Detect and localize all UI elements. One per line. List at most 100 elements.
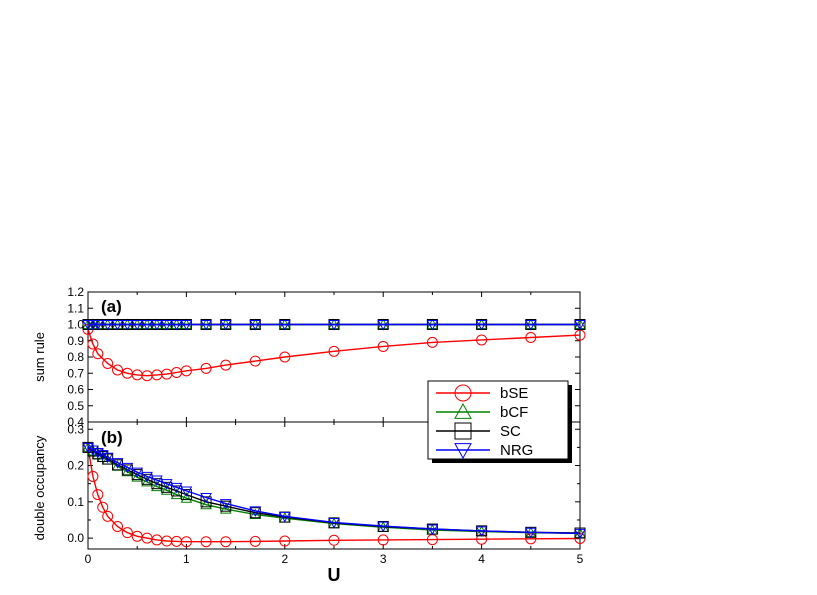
panel-b-point-bse — [525, 533, 537, 545]
panel-b-point-bse — [476, 533, 488, 545]
panel-b: (b) double occupancy 0.0 0.1 0.2 0.3 0 1 2 3 4 5… — [32, 421, 586, 585]
panel-b-point-bse — [121, 527, 133, 539]
panel-a-point-bse — [377, 340, 389, 352]
panel-b-ytick-label: 0.3 — [67, 422, 84, 436]
panel-b-point-nrg — [87, 445, 99, 456]
legend-marker — [454, 384, 472, 402]
legend-marker — [454, 422, 472, 440]
panel-b-point-bcf — [131, 471, 144, 482]
legend-marker — [454, 402, 472, 419]
panel-b-point-bcf — [160, 484, 173, 495]
panel-a-point-bse — [220, 359, 232, 371]
legend-entry-sc: SC — [436, 422, 521, 440]
panel-a-point-nrg — [111, 320, 124, 331]
panel-b-point-bcf — [249, 508, 262, 520]
panel-a-point-bse — [112, 364, 124, 376]
legend-box — [427, 380, 569, 460]
panel-b-point-nrg — [426, 524, 439, 536]
panel-b-point-nrg — [170, 482, 183, 494]
panel-b-point-nrg — [141, 471, 153, 483]
panel-a: (a) sum rule 0.4 0.5 0.6 0.7 0.8 0.9 1.0 1.1 1.2 — [32, 285, 586, 429]
panel-b-line-nrg — [87, 446, 581, 535]
panel-a-series-bse — [82, 323, 586, 382]
panel-b-point-nrg — [475, 526, 488, 537]
panel-b-point-bcf — [200, 498, 212, 510]
panel-b-point-nrg — [91, 447, 104, 459]
x-tick-label: 0 — [85, 552, 92, 566]
panel-a-point-nrg — [180, 320, 193, 331]
panel-a-point-nrg — [200, 320, 212, 331]
panel-a-point-bse — [102, 358, 114, 369]
panel-b-label: (b) — [101, 428, 123, 447]
panel-a-series-nrg — [82, 320, 586, 331]
panel-a-ytick-label: 1.1 — [67, 301, 84, 315]
panel-a-line-bse — [87, 329, 581, 377]
panel-b-point-sc — [220, 500, 232, 512]
panel-b-point-nrg — [180, 486, 193, 497]
panel-a-point-bse — [476, 334, 488, 346]
panel-a-ytick-label: 0.8 — [67, 350, 84, 364]
panel-a-point-nrg — [426, 320, 439, 331]
panel-b-point-nrg — [151, 475, 163, 487]
legend-label: bSE — [500, 385, 528, 402]
panel-a-y-ticks: 0.4 0.5 0.6 0.7 0.8 0.9 1.0 1.1 1.2 — [67, 285, 580, 429]
legend-label: bCF — [500, 404, 528, 421]
legend: bSE bCF SC NRG — [427, 380, 572, 463]
x-tick-label: 1 — [183, 552, 190, 566]
panel-b-point-bse — [97, 501, 109, 513]
panel-b-point-nrg — [278, 511, 291, 523]
panel-a-point-nrg — [219, 320, 232, 331]
panel-a-point-bse — [328, 345, 340, 357]
panel-b-point-nrg — [82, 442, 94, 454]
panel-b-ytick-label: 0.1 — [67, 495, 84, 509]
panel-b-series — [82, 441, 586, 548]
panel-b-point-nrg — [200, 492, 212, 504]
panel-b-point-bcf — [141, 475, 153, 487]
panel-b-point-nrg — [121, 462, 134, 474]
panel-b-point-nrg — [574, 528, 586, 540]
panel-b-point-nrg — [96, 450, 109, 461]
panel-b-point-bse — [377, 534, 389, 546]
panel-a-ytick-label: 0.9 — [67, 334, 84, 348]
panel-a-point-nrg — [524, 320, 537, 331]
panel-b-point-bse — [87, 470, 99, 482]
x-tick-label: 4 — [478, 552, 485, 566]
legend-entry-bse: bSE — [436, 384, 528, 402]
legend-entries: bSE bCF SC NRG — [436, 384, 533, 460]
panel-b-point-bse — [279, 535, 291, 547]
panel-b-point-nrg — [131, 467, 144, 479]
panel-b-point-nrg — [101, 452, 114, 464]
panel-b-point-bse — [220, 536, 232, 548]
panel-b-point-bcf — [180, 492, 193, 503]
panel-a-ytick-label: 0.4 — [67, 415, 84, 429]
panel-b-point-bse — [180, 536, 192, 548]
panel-b-point-nrg — [377, 521, 390, 533]
panel-a-point-bse — [525, 332, 537, 343]
legend-marker — [454, 443, 472, 460]
panel-b-point-bse — [200, 536, 212, 548]
panel-a-ytick-label: 1.0 — [67, 318, 84, 332]
panel-a-point-bse — [92, 348, 104, 360]
panel-a-point-bse — [279, 351, 291, 363]
panel-b-point-bse — [92, 489, 104, 501]
panel-b-point-nrg — [160, 479, 173, 490]
panel-a-point-bse — [180, 365, 192, 377]
panel-b-point-sc — [180, 489, 192, 501]
panel-b-series-nrg — [82, 442, 586, 540]
panel-a-ylabel: sum rule — [32, 332, 47, 382]
panel-b-ylabel: double occupancy — [32, 435, 47, 540]
panel-a-point-nrg — [131, 320, 144, 331]
x-axis-label: U — [328, 565, 341, 585]
panel-a-point-nrg — [475, 320, 488, 331]
panel-b-point-bse — [102, 510, 114, 522]
legend-label: SC — [500, 423, 521, 440]
panel-b-ytick-label: 0.0 — [67, 531, 84, 545]
panel-b-point-nrg — [219, 499, 232, 510]
panel-a-point-nrg — [91, 320, 104, 331]
panel-a-ytick-label: 1.2 — [67, 285, 84, 299]
panel-a-point-bse — [249, 355, 261, 367]
panel-b-line-bse — [87, 447, 581, 543]
panel-b-point-bcf — [170, 488, 183, 500]
panel-a-ytick-label: 0.7 — [67, 366, 84, 380]
